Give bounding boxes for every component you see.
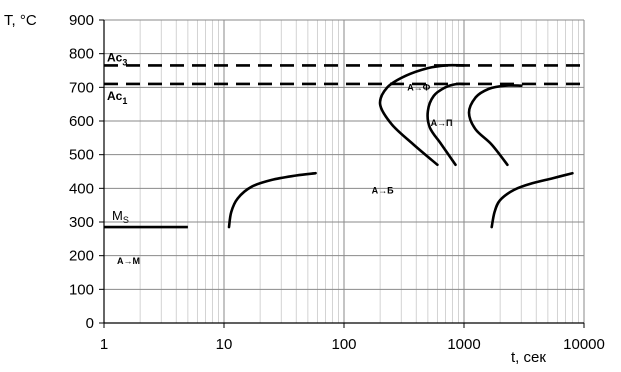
labels: T, °C t, сек Ac3 Ac1 MS А→Ф А→П А→Б А→М bbox=[4, 12, 546, 366]
grid bbox=[104, 19, 585, 323]
y-tick-label: 600 bbox=[69, 113, 94, 130]
transformation-curve-3 bbox=[378, 63, 466, 167]
x-tick-label: 1 bbox=[100, 336, 108, 353]
transformation-curve-4 bbox=[426, 82, 466, 167]
y-tick-label: 800 bbox=[69, 46, 94, 63]
ms-label-subscript: S bbox=[123, 215, 129, 225]
y-tick-label: 700 bbox=[69, 79, 94, 96]
x-tick-label: 1000 bbox=[447, 336, 480, 353]
transformation-curve-2 bbox=[490, 171, 574, 229]
region-label-3: А→Б bbox=[372, 185, 394, 195]
y-tick-label: 200 bbox=[69, 248, 94, 265]
y-tick-label: 300 bbox=[69, 214, 94, 231]
ms-label: MS bbox=[112, 208, 129, 225]
x-axis-label: t, сек bbox=[511, 349, 546, 366]
transformation-curves bbox=[227, 63, 574, 229]
x-tick-label: 100 bbox=[331, 336, 356, 353]
y-tick-label: 100 bbox=[69, 281, 94, 298]
transformation-curve-5 bbox=[467, 84, 523, 167]
y-tick-label: 500 bbox=[69, 147, 94, 164]
y-tick-label: 0 bbox=[86, 315, 94, 332]
reference-lines bbox=[104, 64, 584, 229]
region-label-4: А→М bbox=[117, 256, 140, 266]
reference-label-subscript: 3 bbox=[122, 57, 127, 67]
y-axis-label: T, °C bbox=[4, 12, 37, 29]
region-label-1: А→Ф bbox=[407, 83, 430, 93]
x-tick-label: 10000 bbox=[563, 336, 605, 353]
y-tick-label: 400 bbox=[69, 180, 94, 197]
region-label-2: А→П bbox=[431, 118, 453, 128]
reference-label-subscript: 1 bbox=[122, 96, 127, 106]
y-tick-label: 900 bbox=[69, 12, 94, 29]
reference-label-ac1: Ac1 bbox=[107, 89, 127, 106]
transformation-curve-1 bbox=[227, 171, 317, 229]
reference-label-ac3: Ac3 bbox=[107, 50, 127, 67]
axes: 1 10 100 1000 10000 0 100 200 300 400 500 600 700 800… bbox=[69, 12, 605, 353]
x-tick-label: 10 bbox=[216, 336, 233, 353]
